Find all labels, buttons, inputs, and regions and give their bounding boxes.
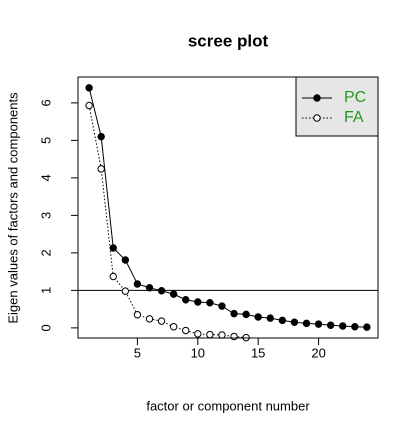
- y-tick-label: 6: [38, 99, 53, 106]
- legend-box: [295, 76, 379, 137]
- data-point: [314, 320, 323, 328]
- x-tick-label: 15: [251, 345, 265, 360]
- x-tick-label: 20: [311, 345, 325, 360]
- y-tick-label: 3: [38, 212, 53, 219]
- legend-label: PC: [344, 89, 366, 106]
- data-point: [218, 331, 226, 339]
- y-tick-label: 1: [38, 287, 53, 294]
- data-point: [121, 256, 130, 264]
- data-point: [218, 302, 226, 310]
- data-point: [85, 101, 93, 110]
- data-point: [242, 310, 250, 319]
- y-tick-label: 5: [38, 137, 53, 144]
- data-point: [278, 316, 287, 325]
- data-point: [182, 326, 190, 335]
- data-point: [363, 323, 371, 331]
- data-point: [206, 299, 214, 307]
- data-point: [339, 322, 347, 330]
- data-point: [169, 323, 178, 331]
- legend-marker: [313, 94, 321, 102]
- data-point: [97, 165, 105, 173]
- data-point: [351, 323, 359, 331]
- data-point: [326, 321, 335, 329]
- data-point: [230, 309, 238, 318]
- data-point: [157, 317, 166, 325]
- data-point: [254, 313, 262, 321]
- data-point: [121, 287, 130, 295]
- data-point: [302, 319, 311, 328]
- data-point: [109, 244, 117, 252]
- plot-frame: [77, 76, 379, 339]
- data-point: [169, 290, 178, 298]
- data-point: [97, 132, 105, 141]
- data-point: [194, 330, 202, 338]
- x-tick-label: 10: [191, 345, 205, 360]
- data-point: [266, 314, 274, 322]
- y-tick-label: 0: [38, 324, 53, 331]
- data-point: [194, 298, 202, 306]
- data-point: [133, 311, 142, 319]
- data-point: [230, 332, 238, 341]
- y-tick-label: 2: [38, 249, 53, 256]
- legend-label: FA: [344, 109, 364, 126]
- data-point: [133, 280, 142, 288]
- legend-marker: [313, 114, 321, 122]
- data-point: [290, 318, 299, 326]
- y-axis-label: Eigen values of factors and components: [5, 92, 20, 324]
- data-point: [145, 284, 154, 292]
- x-axis-label: factor or component number: [146, 398, 310, 413]
- x-tick-label: 5: [134, 345, 141, 360]
- data-point: [109, 272, 117, 281]
- data-point: [206, 330, 214, 339]
- y-tick-label: 4: [38, 174, 53, 181]
- data-point: [157, 287, 166, 295]
- chart-title: scree plot: [188, 31, 269, 50]
- data-point: [182, 296, 190, 304]
- data-point: [85, 84, 93, 92]
- data-point: [145, 315, 154, 323]
